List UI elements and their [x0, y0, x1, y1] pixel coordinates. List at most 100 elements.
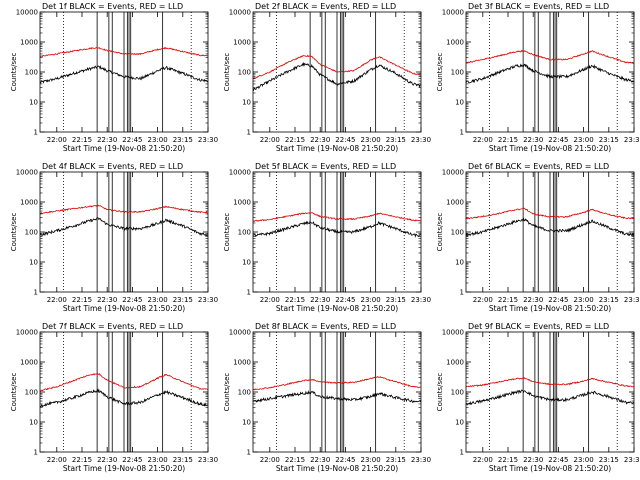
series-line-events — [252, 61, 421, 92]
y-tick-label: 1000 — [233, 199, 251, 207]
y-tick-label: 10 — [455, 259, 464, 267]
x-tick-label: 22:30 — [310, 296, 330, 304]
x-tick-label: 22:00 — [260, 136, 280, 144]
x-tick-label: 22:30 — [97, 296, 117, 304]
x-tick-label: 23:15 — [599, 456, 619, 464]
y-tick-label: 10000 — [229, 329, 251, 337]
x-tick-label: 22:45 — [548, 296, 568, 304]
x-tick-label: 23:30 — [624, 456, 640, 464]
x-tick-label: 23:00 — [574, 456, 594, 464]
x-tick-label: 23:30 — [624, 296, 640, 304]
y-tick-label: 100 — [25, 389, 38, 397]
series-line-lld — [465, 207, 634, 220]
y-tick-label: 1000 — [20, 199, 38, 207]
series-line-events — [465, 217, 634, 238]
x-tick-label: 23:00 — [574, 296, 594, 304]
x-tick-label: 22:45 — [335, 456, 355, 464]
y-tick-label: 10000 — [442, 169, 464, 177]
y-tick-label: 1 — [34, 289, 38, 297]
x-axis-label: Start Time (19-Nov-08 21:50:20) — [276, 464, 398, 473]
x-tick-label: 23:00 — [361, 136, 381, 144]
x-tick-label: 22:15 — [498, 456, 518, 464]
panel-1: Det 1f BLACK = Events, RED = LLD 1 10 100 10… — [10, 2, 218, 153]
y-tick-label: 10000 — [442, 9, 464, 17]
panel-title: Det 4f BLACK = Events, RED = LLD — [42, 162, 183, 171]
panel-title: Det 3f BLACK = Events, RED = LLD — [468, 2, 609, 11]
y-tick-label: 100 — [451, 229, 464, 237]
x-tick-label: 22:30 — [523, 136, 543, 144]
y-tick-label: 10000 — [229, 169, 251, 177]
y-tick-label: 100 — [238, 389, 251, 397]
x-tick-label: 23:15 — [386, 296, 406, 304]
y-axis-label: Counts/sec — [10, 53, 18, 92]
series-line-lld — [39, 373, 208, 392]
y-axis-label: Counts/sec — [223, 373, 231, 412]
y-tick-label: 1000 — [446, 359, 464, 367]
y-tick-label: 10000 — [442, 329, 464, 337]
x-tick-label: 23:15 — [173, 456, 193, 464]
y-tick-label: 1 — [247, 129, 251, 137]
x-tick-label: 22:30 — [523, 296, 543, 304]
x-tick-label: 23:30 — [198, 296, 218, 304]
x-tick-label: 23:15 — [599, 136, 619, 144]
x-axis-label: Start Time (19-Nov-08 21:50:20) — [63, 464, 185, 473]
x-tick-label: 23:30 — [411, 296, 431, 304]
y-tick-label: 1000 — [446, 199, 464, 207]
y-tick-label: 1 — [34, 449, 38, 457]
x-tick-label: 22:00 — [473, 296, 493, 304]
series-line-events — [465, 389, 634, 406]
x-axis-label: Start Time (19-Nov-08 21:50:20) — [63, 304, 185, 313]
y-tick-label: 1 — [247, 289, 251, 297]
x-tick-label: 23:30 — [411, 456, 431, 464]
y-tick-label: 10 — [242, 419, 251, 427]
y-axis-label: Counts/sec — [10, 213, 18, 252]
panel-title: Det 2f BLACK = Events, RED = LLD — [255, 2, 396, 11]
x-tick-label: 22:30 — [97, 456, 117, 464]
y-tick-label: 100 — [238, 229, 251, 237]
x-axis-label: Start Time (19-Nov-08 21:50:20) — [489, 464, 611, 473]
y-tick-label: 100 — [25, 69, 38, 77]
y-tick-label: 1000 — [446, 39, 464, 47]
series-line-events — [252, 389, 421, 403]
x-tick-label: 22:45 — [335, 136, 355, 144]
series-line-events — [465, 63, 634, 84]
x-tick-label: 22:45 — [335, 296, 355, 304]
x-tick-label: 22:30 — [97, 136, 117, 144]
x-tick-label: 23:15 — [173, 136, 193, 144]
x-tick-label: 22:45 — [548, 136, 568, 144]
series-line-lld — [465, 376, 634, 388]
y-tick-label: 10 — [29, 259, 38, 267]
y-tick-label: 10 — [455, 419, 464, 427]
y-tick-label: 10000 — [16, 329, 38, 337]
x-tick-label: 23:30 — [198, 456, 218, 464]
panel-title: Det 6f BLACK = Events, RED = LLD — [468, 162, 609, 171]
x-tick-label: 22:30 — [310, 456, 330, 464]
x-tick-label: 23:30 — [411, 136, 431, 144]
panel-9: Det 9f BLACK = Events, RED = LLD 1 10 100 10… — [436, 322, 640, 473]
y-tick-label: 10000 — [16, 9, 38, 17]
x-tick-label: 22:00 — [47, 456, 67, 464]
x-tick-label: 22:45 — [122, 296, 142, 304]
panel-8: Det 8f BLACK = Events, RED = LLD 1 10 100 10… — [223, 322, 431, 473]
series-line-lld — [465, 49, 634, 64]
x-tick-label: 23:00 — [361, 456, 381, 464]
y-tick-label: 1 — [247, 449, 251, 457]
y-tick-label: 10 — [29, 419, 38, 427]
x-tick-label: 23:00 — [148, 456, 168, 464]
x-tick-label: 23:30 — [198, 136, 218, 144]
y-tick-label: 1000 — [233, 39, 251, 47]
x-tick-label: 22:00 — [473, 136, 493, 144]
panel-title: Det 1f BLACK = Events, RED = LLD — [42, 2, 183, 11]
panel-2: Det 2f BLACK = Events, RED = LLD 1 10 100 10… — [223, 2, 431, 153]
x-tick-label: 23:15 — [599, 296, 619, 304]
x-tick-label: 22:15 — [72, 296, 92, 304]
x-tick-label: 22:15 — [285, 136, 305, 144]
x-axis-label: Start Time (19-Nov-08 21:50:20) — [489, 144, 611, 153]
x-tick-label: 22:00 — [260, 296, 280, 304]
y-tick-label: 1000 — [20, 359, 38, 367]
x-tick-label: 22:45 — [122, 456, 142, 464]
series-line-lld — [39, 204, 208, 215]
series-line-events — [39, 64, 208, 84]
series-line-lld — [40, 46, 208, 58]
